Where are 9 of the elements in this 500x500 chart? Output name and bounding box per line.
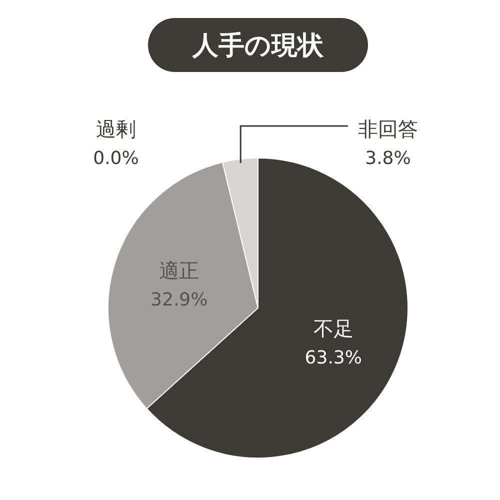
- category-label: 過剰: [96, 117, 136, 141]
- slice-label: 非回答: [358, 117, 418, 141]
- text: 0.0%: [93, 148, 139, 169]
- slice-label: 不足: [313, 316, 354, 340]
- data-label: 63.3%: [304, 347, 362, 368]
- slice-label: 適正: [159, 258, 200, 283]
- data-label: 32.9%: [150, 290, 208, 311]
- data-label: 3.8%: [365, 148, 411, 169]
- chart-title: 人手の現状: [192, 31, 324, 61]
